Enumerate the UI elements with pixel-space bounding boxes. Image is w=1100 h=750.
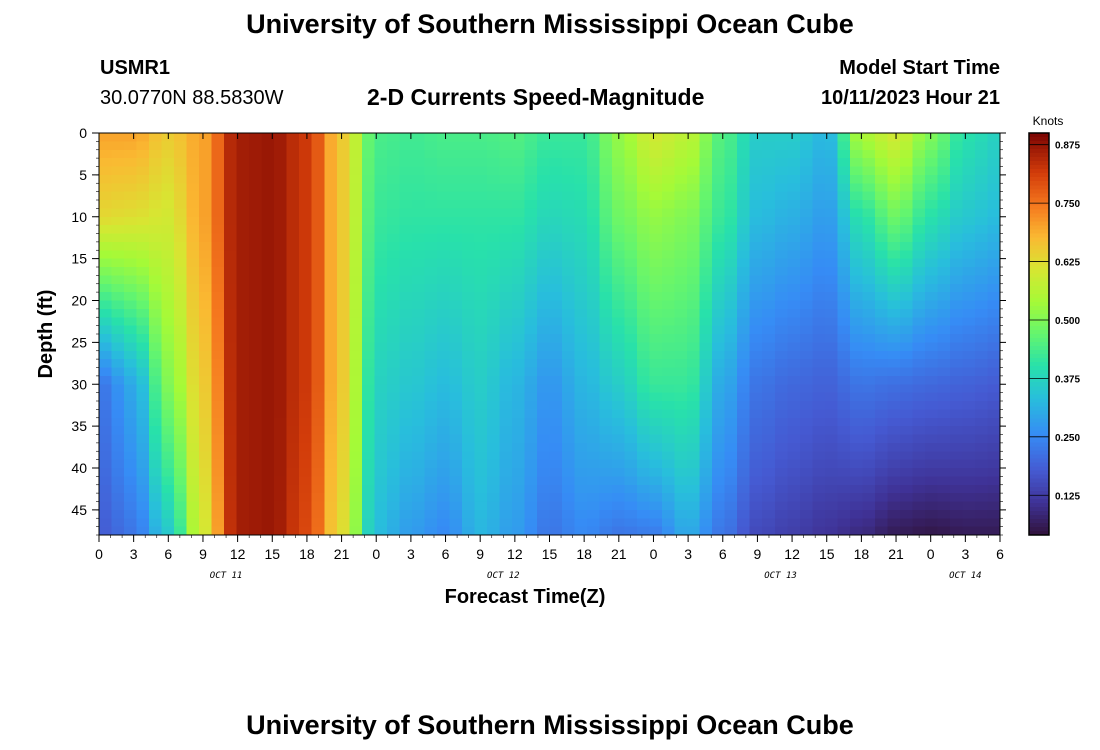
colorbar-tick-label: 0.125 [1055,491,1080,502]
colorbar-frame [1028,132,1050,536]
x-tick-label: 6 [996,546,1004,562]
y-tick-label: 35 [71,418,87,434]
model-start-label: Model Start Time [839,57,1000,79]
y-tick-label: 30 [71,376,87,392]
colorbar-tick-label: 0.625 [1055,258,1080,269]
x-tick-label: 18 [299,546,315,562]
x-tick-label: 9 [199,546,207,562]
station-coordinates: 30.0770N 88.5830W [100,87,284,109]
x-tick-label: 0 [650,546,658,562]
colorbar-unit-label: Knots [1033,114,1064,128]
plot-frame [98,132,1001,536]
x-tick-label: 6 [719,546,727,562]
x-tick-label: 12 [784,546,800,562]
x-tick-label: 6 [164,546,172,562]
x-tick-label: 21 [334,546,350,562]
x-tick-label: 3 [130,546,138,562]
y-tick-label: 5 [79,167,87,183]
x-tick-label: 3 [407,546,415,562]
x-tick-label: 3 [961,546,969,562]
x-date-label: OCT 12 [487,571,520,581]
x-tick-label: 21 [611,546,627,562]
x-date-label: OCT 11 [210,571,243,581]
y-tick-label: 0 [79,125,87,141]
station-id: USMR1 [100,57,171,79]
x-tick-label: 9 [754,546,762,562]
x-tick-label: 15 [819,546,835,562]
y-tick-label: 10 [71,209,87,225]
colorbar-tick-label: 0.500 [1055,316,1080,327]
x-date-label: OCT 13 [764,571,797,581]
x-tick-label: 0 [95,546,103,562]
colorbar [1029,133,1049,535]
colorbar-tick-label: 0.375 [1055,374,1080,385]
x-tick-label: 21 [888,546,904,562]
colorbar-tick-label: 0.875 [1055,141,1080,152]
x-tick-label: 12 [230,546,246,562]
x-tick-label: 0 [927,546,935,562]
footer-title: University of Southern Mississippi Ocean… [246,710,854,740]
x-date-label: OCT 14 [949,571,982,581]
y-tick-label: 45 [71,502,87,518]
model-start-value: 10/11/2023 Hour 21 [820,87,1000,109]
y-axis-label: Depth (ft) [35,290,57,379]
x-axis-label: Forecast Time(Z) [445,586,606,608]
colorbar-tick-label: 0.750 [1055,199,1080,210]
x-tick-label: 18 [576,546,592,562]
y-tick-label: 15 [71,251,87,267]
colorbar-tick-label: 0.250 [1055,433,1080,444]
y-tick-label: 25 [71,334,87,350]
y-tick-label: 40 [71,460,87,476]
x-tick-label: 15 [264,546,280,562]
x-tick-label: 0 [372,546,380,562]
x-tick-label: 12 [507,546,523,562]
x-tick-label: 6 [442,546,450,562]
x-tick-label: 15 [542,546,558,562]
page-title: University of Southern Mississippi Ocean… [246,9,854,39]
x-tick-label: 9 [476,546,484,562]
heatmap [99,133,1000,535]
x-tick-label: 18 [854,546,870,562]
plot-title: 2-D Currents Speed-Magnitude [367,84,705,110]
x-tick-label: 3 [684,546,692,562]
y-tick-label: 20 [71,293,87,309]
